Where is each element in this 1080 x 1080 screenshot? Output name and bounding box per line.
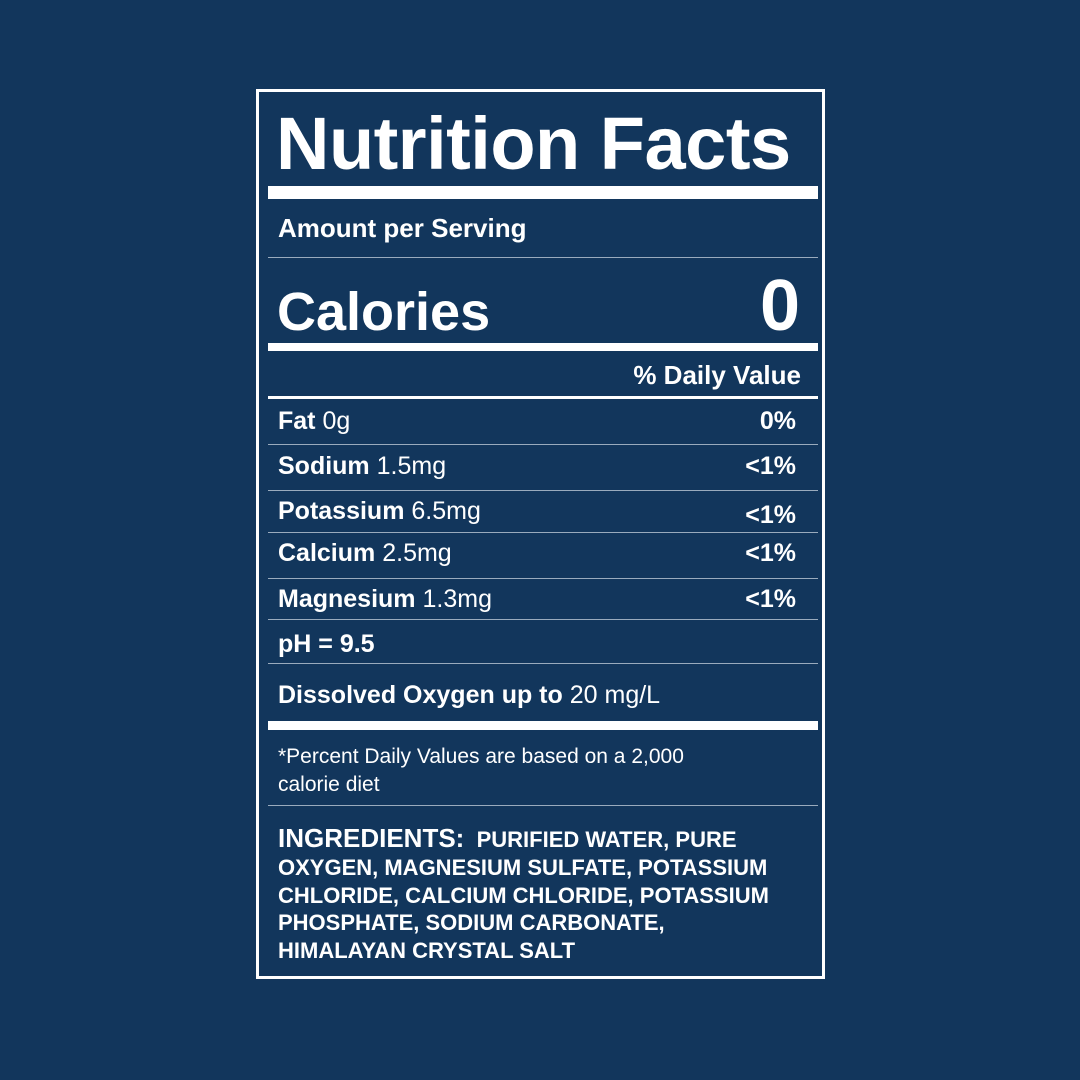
footnote-line-1: *Percent Daily Values are based on a 2,0… bbox=[278, 745, 684, 768]
nutrient-amount: 1.3mg bbox=[422, 585, 492, 613]
nutrition-facts-label: Nutrition Facts Amount per Serving Calor… bbox=[256, 89, 825, 979]
nutrient-name: Magnesium bbox=[278, 585, 416, 613]
ingredients-line: OXYGEN, MAGNESIUM SULFATE, POTASSIUM bbox=[278, 854, 768, 880]
divider bbox=[268, 619, 818, 620]
thick-divider bbox=[268, 343, 818, 351]
footnote-line-2: calorie diet bbox=[278, 773, 380, 796]
nutrient-name: Fat bbox=[278, 407, 316, 435]
nutrient-name: Calcium bbox=[278, 539, 376, 567]
divider bbox=[268, 396, 818, 399]
thick-divider bbox=[268, 721, 818, 730]
ingredients-line: HIMALAYAN CRYSTAL SALT bbox=[278, 938, 576, 964]
nutrient-row-sodium: Sodium 1.5mg <1% bbox=[278, 451, 796, 481]
dissolved-oxygen-row: Dissolved Oxygen up to 20 mg/L bbox=[278, 680, 796, 710]
divider bbox=[268, 257, 818, 258]
dissolved-oxygen-value: 20 mg/L bbox=[569, 681, 661, 709]
divider bbox=[268, 444, 818, 445]
nutrient-amount: 6.5mg bbox=[411, 497, 481, 525]
nutrient-dv: <1% bbox=[745, 585, 796, 613]
calories-label: Calories bbox=[277, 282, 491, 342]
ph-row: pH = 9.5 bbox=[278, 630, 375, 658]
divider bbox=[268, 663, 818, 664]
nutrient-dv: <1% bbox=[745, 539, 796, 567]
ingredients: INGREDIENTS: PURIFIED WATER, PURE OXYGEN… bbox=[278, 823, 808, 965]
nutrient-name: Potassium bbox=[278, 497, 405, 525]
daily-value-header: % Daily Value bbox=[633, 360, 801, 390]
nutrient-row-calcium: Calcium 2.5mg <1% bbox=[278, 538, 796, 568]
divider bbox=[268, 532, 818, 533]
divider bbox=[268, 490, 818, 491]
nutrient-row-magnesium: Magnesium 1.3mg <1% bbox=[278, 584, 796, 614]
nutrient-dv: <1% bbox=[745, 452, 796, 480]
dissolved-oxygen-label: Dissolved Oxygen up to bbox=[278, 681, 563, 709]
nutrient-dv: <1% bbox=[745, 501, 796, 529]
label-title: Nutrition Facts bbox=[276, 102, 791, 185]
ingredients-label: INGREDIENTS: bbox=[278, 823, 465, 853]
thick-divider bbox=[268, 186, 818, 199]
divider bbox=[268, 805, 818, 806]
nutrient-amount: 0g bbox=[322, 407, 351, 435]
nutrient-amount: 1.5mg bbox=[376, 452, 447, 480]
ingredients-line: CHLORIDE, CALCIUM CHLORIDE, POTASSIUM bbox=[278, 882, 769, 908]
calories-value: 0 bbox=[759, 266, 800, 346]
nutrient-row-potassium: Potassium 6.5mg <1% bbox=[278, 496, 796, 529]
nutrient-dv: 0% bbox=[759, 407, 796, 435]
nutrient-row-fat: Fat 0g 0% bbox=[278, 406, 796, 436]
ingredients-line: PURIFIED WATER, PURE bbox=[476, 827, 737, 852]
divider bbox=[268, 578, 818, 579]
ingredients-line: PHOSPHATE, SODIUM CARBONATE, bbox=[278, 910, 665, 936]
amount-per-serving: Amount per Serving bbox=[278, 213, 527, 243]
nutrient-name: Sodium bbox=[278, 452, 370, 480]
nutrient-amount: 2.5mg bbox=[382, 539, 452, 567]
